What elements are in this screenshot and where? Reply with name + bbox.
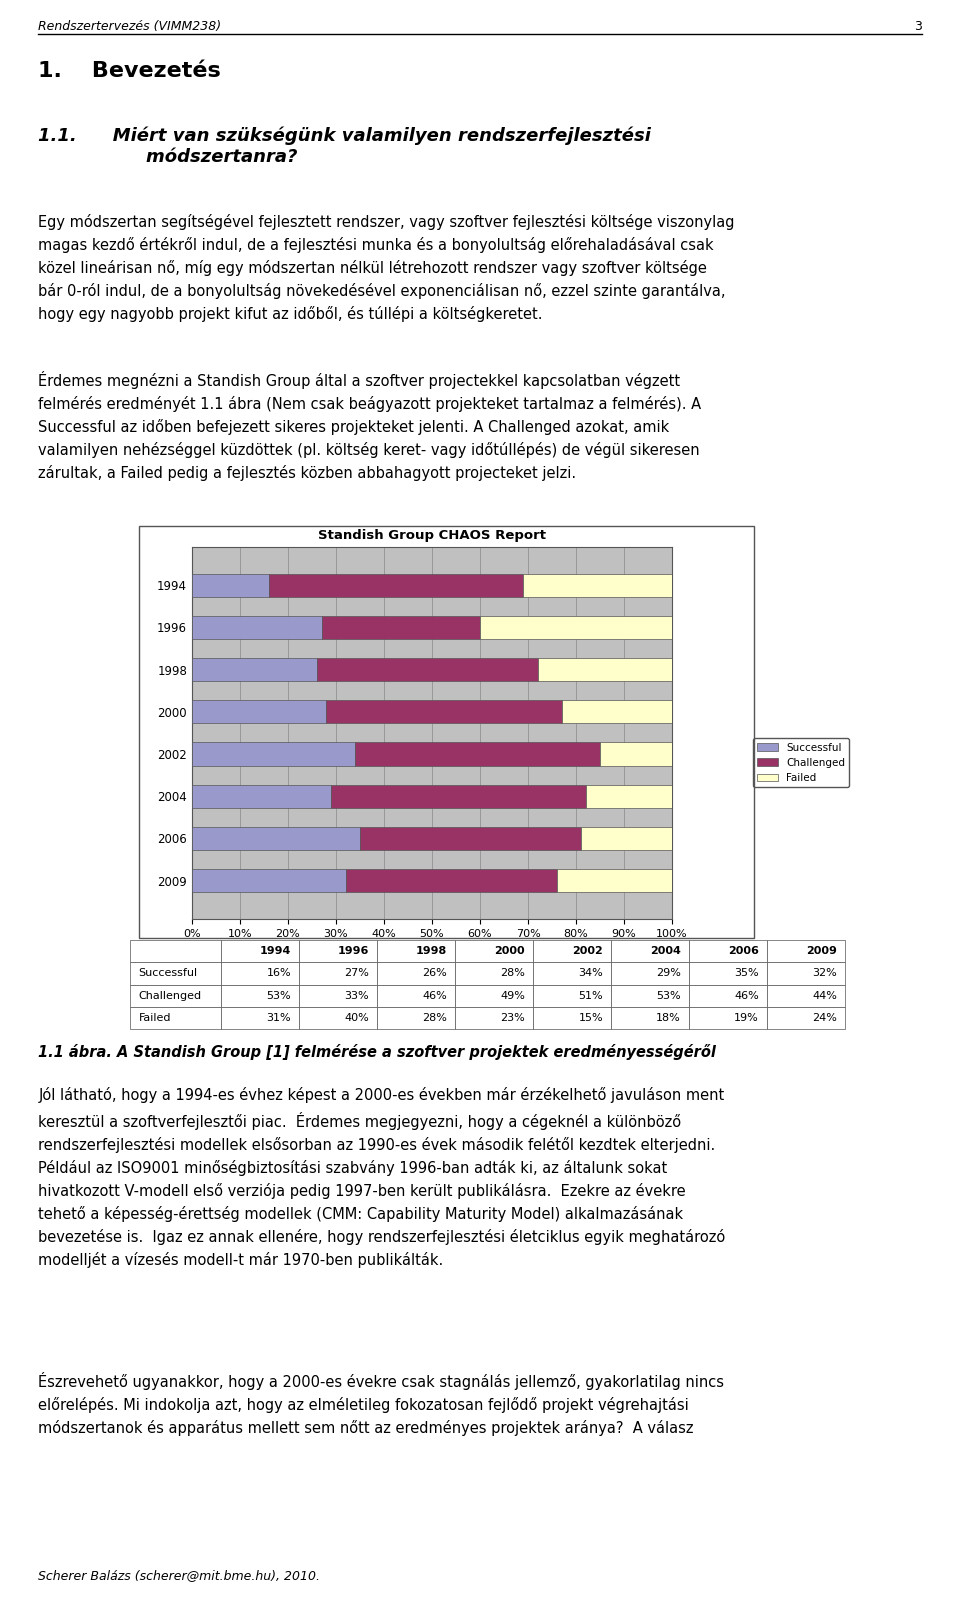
Text: 3: 3 <box>914 21 922 34</box>
Bar <box>360 827 581 849</box>
Bar <box>192 563 672 607</box>
Title: Standish Group CHAOS Report: Standish Group CHAOS Report <box>318 529 546 542</box>
Bar <box>192 659 317 681</box>
Bar <box>586 785 672 807</box>
Bar <box>192 785 331 807</box>
Bar <box>355 743 600 765</box>
Bar <box>192 733 672 775</box>
Bar <box>192 649 672 691</box>
Bar <box>192 701 326 723</box>
Bar <box>600 743 672 765</box>
Bar <box>523 574 672 597</box>
Text: 1.1.  Miért van szükségünk valamilyen rendszerfejlesztési
      módszertanra?: 1.1. Miért van szükségünk valamilyen ren… <box>38 126 651 165</box>
Bar <box>346 869 557 892</box>
Bar <box>326 701 562 723</box>
Bar <box>192 616 322 639</box>
Bar <box>581 827 672 849</box>
Bar <box>192 607 672 649</box>
Text: Rendszertervezés (VIMM238): Rendszertervezés (VIMM238) <box>38 21 222 34</box>
Bar <box>317 659 538 681</box>
Bar <box>192 827 360 849</box>
Bar <box>562 701 672 723</box>
Text: Jól látható, hogy a 1994-es évhez képest a 2000-es években már érzékelhető javul: Jól látható, hogy a 1994-es évhez képest… <box>38 1087 726 1269</box>
Bar <box>322 616 480 639</box>
Bar <box>192 869 346 892</box>
Bar <box>557 869 672 892</box>
Bar <box>192 859 672 903</box>
Text: Érdemes megnézni a Standish Group által a szoftver projectekkel kapcsolatban vég: Érdemes megnézni a Standish Group által … <box>38 371 702 481</box>
Bar <box>192 574 269 597</box>
Bar <box>538 659 672 681</box>
Bar <box>192 743 355 765</box>
Bar <box>269 574 523 597</box>
Text: Egy módszertan segítségével fejlesztett rendszer, vagy szoftver fejlesztési költ: Egy módszertan segítségével fejlesztett … <box>38 214 735 322</box>
Text: 1.1 ábra. A Standish Group [1] felmérése a szoftver projektek eredményességéről: 1.1 ábra. A Standish Group [1] felmérése… <box>38 1044 716 1060</box>
Bar <box>192 775 672 817</box>
Bar <box>480 616 672 639</box>
Text: Észrevehető ugyanakkor, hogy a 2000-es évekre csak stagnálás jellemző, gyakorlat: Észrevehető ugyanakkor, hogy a 2000-es é… <box>38 1372 725 1437</box>
Bar <box>192 691 672 733</box>
Bar <box>331 785 586 807</box>
Text: Scherer Balázs (scherer@mit.bme.hu), 2010.: Scherer Balázs (scherer@mit.bme.hu), 201… <box>38 1569 321 1582</box>
Bar <box>192 817 672 859</box>
Legend: Successful, Challenged, Failed: Successful, Challenged, Failed <box>753 738 850 786</box>
Text: 1.  Bevezetés: 1. Bevezetés <box>38 61 221 81</box>
